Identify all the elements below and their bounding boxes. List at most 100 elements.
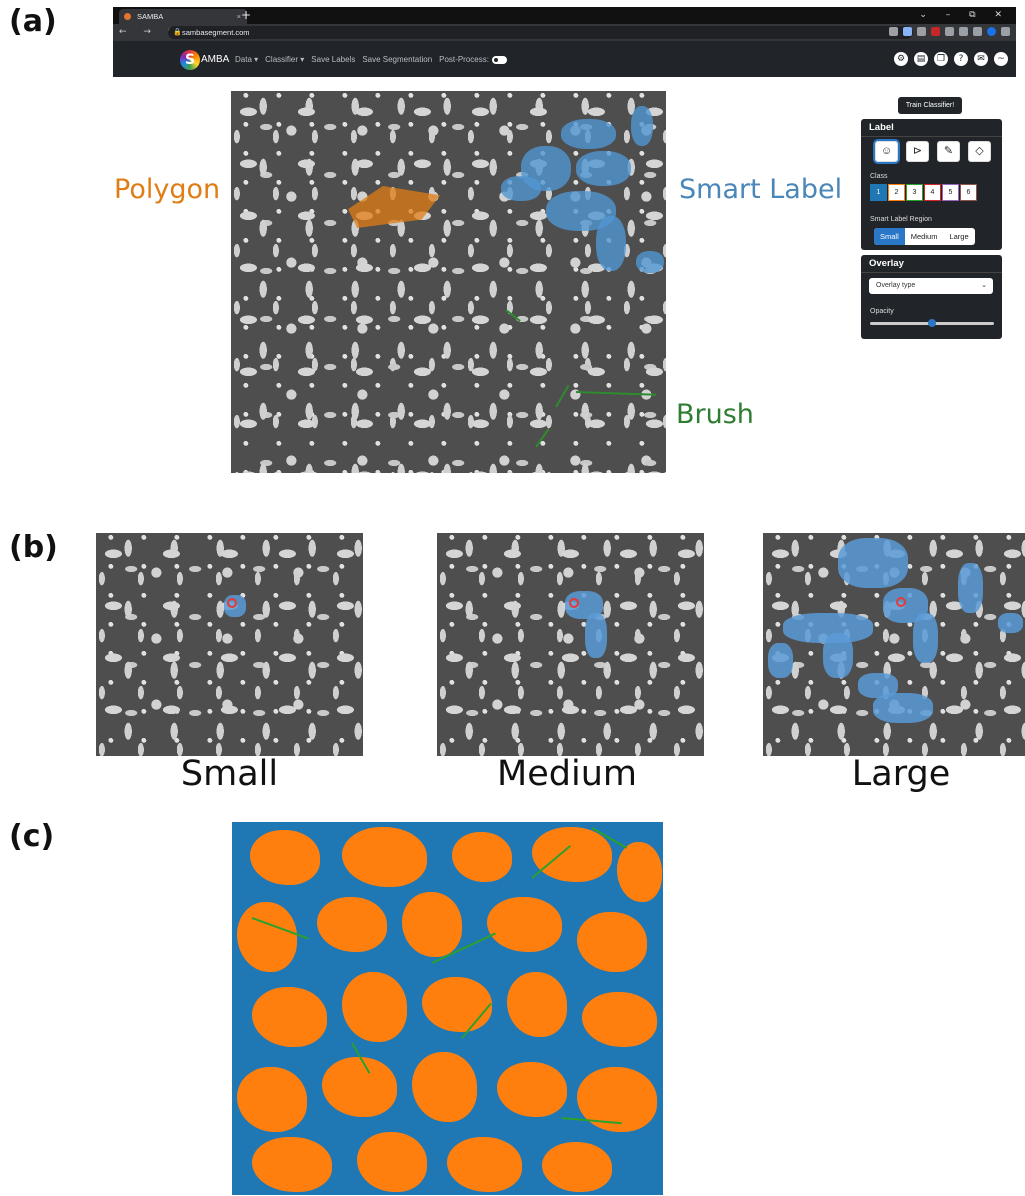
- app-navbar: S AMBA Data ▾ Classifier ▾ Save Labels S…: [113, 41, 1016, 77]
- help-icon[interactable]: ?: [954, 52, 968, 66]
- class-button-1[interactable]: 1: [870, 184, 887, 201]
- smart-label-region: [768, 643, 793, 678]
- window-controls[interactable]: ⌄ – ⧉ ✕: [919, 10, 1010, 20]
- segment-orange: [402, 892, 462, 957]
- region-medium-image: [437, 533, 704, 756]
- class-button-5[interactable]: 5: [942, 184, 959, 201]
- smart-label-annotation-label: Smart Label: [679, 174, 843, 205]
- toolbar: ← → C 🔒 sambasegment.com: [113, 24, 1016, 41]
- segment-orange: [452, 832, 512, 882]
- region-label: Smart Label Region: [870, 216, 932, 223]
- overlay-card: Overlay Overlay type ⌄ Opacity: [861, 255, 1002, 339]
- menu-icon[interactable]: [1001, 27, 1010, 36]
- gear-icon[interactable]: ⚙: [894, 52, 908, 66]
- nav-post-process[interactable]: Post-Process:: [439, 50, 507, 70]
- segment-orange: [577, 912, 647, 972]
- click-target-icon: [227, 598, 237, 608]
- train-classifier-button[interactable]: Train Classifier!: [898, 97, 962, 114]
- overlay-type-value: Overlay type: [876, 282, 916, 289]
- browser-tab[interactable]: SAMBA ×: [119, 9, 247, 24]
- url-text: sambasegment.com: [182, 28, 250, 37]
- address-bar[interactable]: 🔒 sambasegment.com: [168, 26, 913, 39]
- brush-stroke: [535, 428, 550, 448]
- profile-avatar[interactable]: [987, 27, 996, 36]
- smart-label-region: [561, 119, 616, 149]
- region-small-image: [96, 533, 363, 756]
- segment-orange: [487, 897, 562, 952]
- github-icon[interactable]: ~: [994, 52, 1008, 66]
- share-icon[interactable]: [889, 27, 898, 36]
- click-target-icon: [896, 597, 906, 607]
- region-medium-button[interactable]: Medium: [910, 232, 938, 241]
- segment-orange: [342, 972, 407, 1042]
- segment-orange: [237, 902, 297, 972]
- segment-orange: [252, 1137, 332, 1192]
- class-selector: 1 2 3 4 5 6: [870, 184, 977, 201]
- puzzle-icon[interactable]: [945, 27, 954, 36]
- brush-stroke: [575, 391, 656, 396]
- region-large-image: [763, 533, 1025, 756]
- polygon-tool-icon[interactable]: ⊳: [906, 141, 929, 162]
- extension-icon[interactable]: [917, 27, 926, 36]
- extension-icon[interactable]: [931, 27, 940, 36]
- smart-label-region: [913, 613, 938, 663]
- annotated-micrograph[interactable]: [231, 91, 666, 473]
- lock-icon: 🔒: [173, 29, 182, 36]
- panel-label-b: (b): [9, 530, 58, 565]
- eraser-tool-icon[interactable]: ◇: [968, 141, 991, 162]
- region-large-button[interactable]: Large: [949, 232, 969, 241]
- nav-buttons[interactable]: ← → C: [119, 27, 182, 37]
- samba-logo[interactable]: [180, 50, 200, 70]
- click-target-icon: [569, 598, 579, 608]
- smart-label-region: [596, 216, 626, 271]
- brush-stroke: [505, 309, 521, 322]
- nav-classifier[interactable]: Classifier ▾: [265, 55, 305, 64]
- segment-orange: [542, 1142, 612, 1192]
- mail-icon[interactable]: ✉: [974, 52, 988, 66]
- download-icon[interactable]: [959, 27, 968, 36]
- class-button-3[interactable]: 3: [906, 184, 923, 201]
- smart-label-region: [958, 563, 983, 613]
- sidepanel-icon[interactable]: [973, 27, 982, 36]
- brush-annotation-label: Brush: [676, 399, 754, 430]
- label-card: Label ☺ ⊳ ✎ ◇ Class 1 2 3 4 5 6 Smart La…: [861, 119, 1002, 250]
- app-icon-bar: ⚙ ▤ ❐ ? ✉ ~: [894, 52, 1008, 66]
- nav-data[interactable]: Data ▾: [235, 55, 259, 64]
- class-button-6[interactable]: 6: [960, 184, 977, 201]
- new-tab-button[interactable]: +: [241, 8, 252, 22]
- segment-orange: [507, 972, 567, 1037]
- nav-save-labels[interactable]: Save Labels: [311, 55, 356, 64]
- opacity-slider[interactable]: [870, 319, 994, 327]
- post-process-label: Post-Process:: [439, 55, 489, 64]
- polygon-annotation-label: Polygon: [114, 174, 221, 205]
- smart-label-tool-icon[interactable]: ☺: [875, 141, 898, 162]
- smart-label-region: [631, 106, 653, 146]
- nav-save-segmentation[interactable]: Save Segmentation: [362, 55, 433, 64]
- class-button-2[interactable]: 2: [888, 184, 905, 201]
- smart-label-region: [636, 251, 664, 273]
- overlay-type-select[interactable]: Overlay type ⌄: [869, 278, 993, 294]
- segment-orange: [357, 1132, 427, 1192]
- post-process-toggle[interactable]: [491, 55, 507, 64]
- copy-icon[interactable]: ❐: [934, 52, 948, 66]
- smart-label-region: [576, 151, 631, 186]
- extension-icons: [889, 27, 1010, 38]
- segment-orange: [447, 1137, 522, 1192]
- caption-large: Large: [851, 754, 951, 794]
- class-button-4[interactable]: 4: [924, 184, 941, 201]
- favicon-icon: [124, 13, 131, 20]
- segment-orange: [252, 987, 327, 1047]
- document-icon[interactable]: ▤: [914, 52, 928, 66]
- brush-tool-icon[interactable]: ✎: [937, 141, 960, 162]
- segment-orange: [532, 827, 612, 882]
- opacity-slider-thumb[interactable]: [928, 319, 936, 327]
- polygon-annotation: [348, 186, 440, 228]
- smart-label-region: [998, 613, 1023, 633]
- smart-label-region: [823, 633, 853, 678]
- tab-close-icon[interactable]: ×: [236, 12, 241, 21]
- region-small-button[interactable]: Small: [874, 228, 905, 245]
- segment-orange: [342, 827, 427, 887]
- star-icon[interactable]: [903, 27, 912, 36]
- logo-text: AMBA: [201, 54, 230, 65]
- segmentation-result: [232, 822, 663, 1195]
